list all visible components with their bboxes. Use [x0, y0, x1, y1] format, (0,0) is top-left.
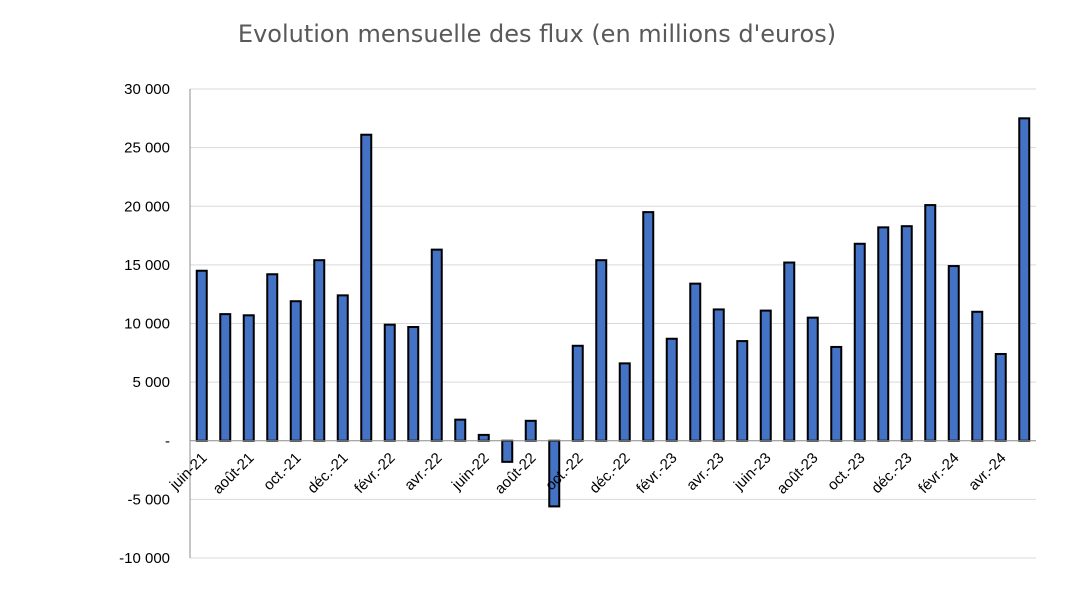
x-tick-label: juin-23: [730, 450, 775, 495]
bar-févr.-24: [947, 265, 960, 442]
bar-oct.-21: [289, 300, 302, 442]
bar-avr.-24: [994, 352, 1007, 442]
bar-juil.-21: [219, 313, 232, 442]
x-tick-label: août-22: [492, 450, 540, 498]
bar-janv.-22: [360, 133, 373, 442]
bar-sept.-21: [266, 273, 279, 442]
x-tick-label: févr.-24: [915, 450, 962, 497]
x-tick-label: août-21: [210, 450, 258, 498]
bar-mars-23: [689, 282, 702, 442]
y-tick-label: 10 000: [124, 316, 170, 333]
y-tick-label: 20 000: [124, 198, 170, 215]
x-tick-label: déc.-22: [586, 450, 633, 497]
x-tick-label: juin-21: [166, 450, 211, 495]
bar-févr.-22: [383, 323, 396, 442]
bar-déc.-22: [618, 362, 631, 442]
y-tick-label: 15 000: [124, 257, 170, 274]
x-tick-label: févr.-23: [633, 450, 680, 497]
bar-janv.-24: [924, 204, 937, 442]
bar-août-21: [242, 314, 255, 442]
bar-mai-23: [736, 340, 749, 442]
bar-août-23: [806, 316, 819, 442]
x-tick-label: déc.-23: [868, 450, 915, 497]
x-axis-tick-labels: juin-21 août-21 oct.-21 déc.-21 févr.-22 avr.…: [166, 450, 1010, 498]
bar-mars-22: [407, 326, 420, 442]
x-tick-label: avr.-23: [683, 450, 727, 494]
y-tick-label: -5 000: [127, 491, 170, 508]
axes: [189, 89, 1036, 558]
bar-juil.-23: [783, 261, 796, 442]
x-tick-label: avr.-22: [401, 450, 445, 494]
bar-juin-22: [477, 433, 490, 442]
bar-févr.-23: [665, 337, 678, 442]
bar-nov.-22: [595, 259, 608, 442]
bar-juin-21: [195, 269, 208, 442]
bar-août-22: [524, 419, 537, 442]
bar-janv.-23: [642, 211, 655, 442]
x-tick-label: oct.-23: [824, 450, 868, 494]
x-tick-label: déc.-21: [304, 450, 351, 497]
bar-juin-23: [759, 309, 772, 442]
bar-déc.-21: [336, 294, 349, 442]
y-axis-tick-labels: 30 000 25 000 20 000 15 000 10 000 5 000 - -5 0…: [119, 81, 170, 567]
chart-title: Evolution mensuelle des flux (en million…: [238, 20, 836, 48]
bar-avr.-23: [712, 308, 725, 442]
bar-mai-22: [454, 418, 467, 442]
bar-avr.-22: [430, 248, 443, 442]
gridlines: [190, 88, 1036, 559]
y-tick-label: -: [165, 433, 170, 450]
bar-juil.-22: [501, 439, 514, 463]
bar-sept.-23: [830, 345, 843, 442]
bar-nov.-23: [877, 226, 890, 442]
y-tick-label: 30 000: [124, 81, 170, 98]
bar-oct.-23: [853, 242, 866, 442]
bar-nov.-21: [313, 259, 326, 442]
bar-mars-24: [971, 310, 984, 442]
x-tick-label: juin-22: [448, 450, 493, 495]
x-tick-label: août-23: [774, 450, 822, 498]
y-tick-label: 25 000: [124, 140, 170, 157]
bar-oct.-22: [571, 344, 584, 442]
y-tick-label: 5 000: [132, 374, 170, 391]
x-tick-label: oct.-21: [260, 450, 304, 494]
y-tick-label: -10 000: [119, 550, 170, 567]
x-tick-label: avr.-24: [965, 450, 1009, 494]
x-tick-label: févr.-22: [351, 450, 398, 497]
bar-déc.-23: [900, 225, 913, 442]
bar-mai-24: [1018, 117, 1031, 442]
bars: [195, 117, 1031, 508]
